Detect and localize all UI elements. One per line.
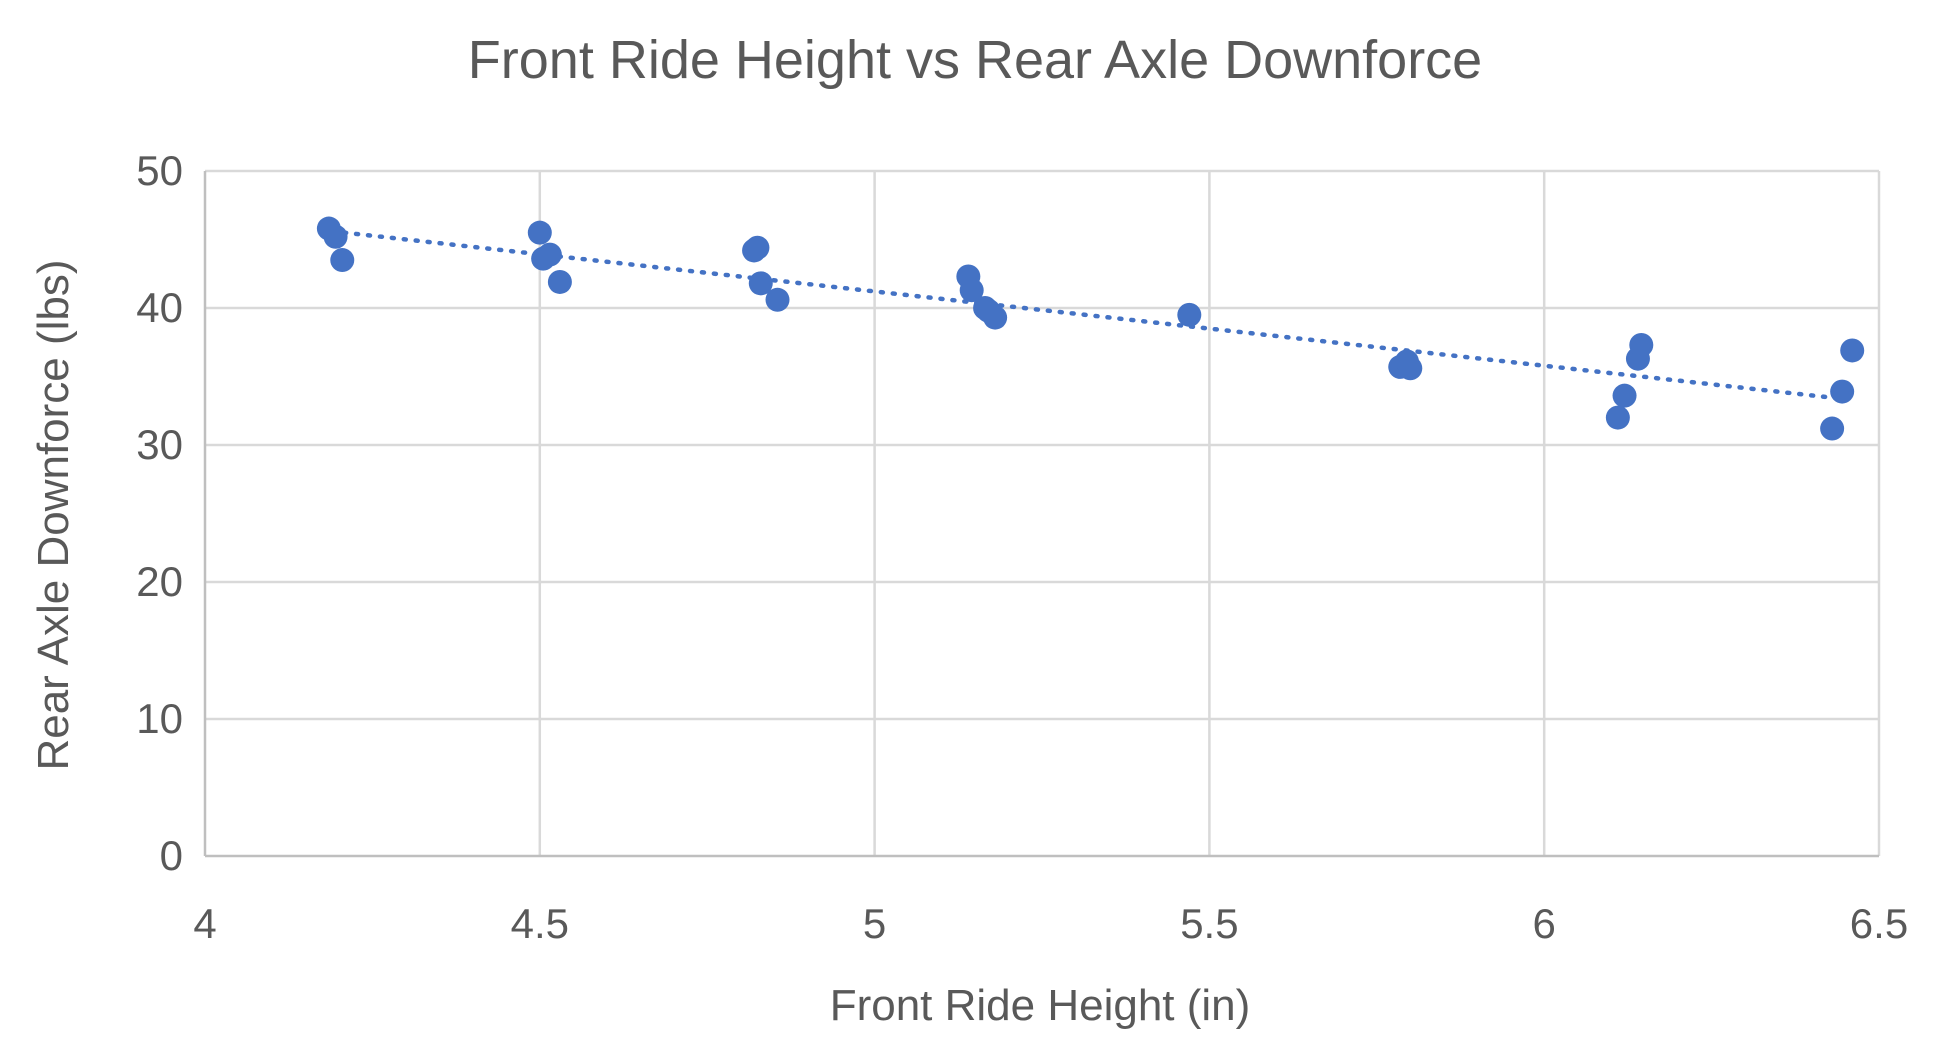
y-tick-label: 30	[136, 421, 183, 468]
y-tick-label: 40	[136, 284, 183, 331]
data-point	[323, 224, 348, 249]
x-axis-title: Front Ride Height (in)	[830, 981, 1251, 1030]
data-point	[983, 305, 1008, 330]
axes	[203, 171, 1879, 858]
tick-labels: 0 10 20 30 40 50 4 4.5 5 5.5 6 6.5	[136, 147, 1908, 947]
x-tick-label: 5	[863, 900, 886, 947]
x-tick-label: 6	[1533, 900, 1556, 947]
data-point	[1830, 379, 1855, 404]
gridlines	[205, 169, 1881, 856]
data-point	[765, 287, 790, 312]
chart-title: Front Ride Height vs Rear Axle Downforce	[468, 30, 1482, 90]
data-point	[527, 220, 552, 245]
data-point	[1629, 332, 1654, 357]
data-point	[1605, 405, 1630, 430]
y-tick-label: 20	[136, 558, 183, 605]
data-point	[537, 242, 562, 267]
data-points	[316, 216, 1865, 441]
data-point	[1612, 383, 1637, 408]
y-tick-label: 50	[136, 147, 183, 194]
data-point	[330, 248, 355, 273]
x-tick-label: 6.5	[1850, 900, 1908, 947]
data-point	[959, 278, 984, 303]
x-tick-label: 4.5	[511, 900, 569, 947]
data-point	[1177, 302, 1202, 327]
data-point	[748, 271, 773, 296]
data-point	[547, 269, 572, 294]
data-point	[1840, 338, 1865, 363]
y-axis-title: Rear Axle Downforce (lbs)	[29, 259, 78, 770]
x-tick-label: 5.5	[1180, 900, 1238, 947]
data-point	[1398, 356, 1423, 381]
x-tick-label: 4	[193, 900, 216, 947]
data-point	[745, 235, 770, 260]
y-tick-label: 0	[160, 832, 183, 879]
linear-trendline	[329, 229, 1842, 401]
data-point	[1820, 416, 1845, 441]
y-tick-label: 10	[136, 695, 183, 742]
